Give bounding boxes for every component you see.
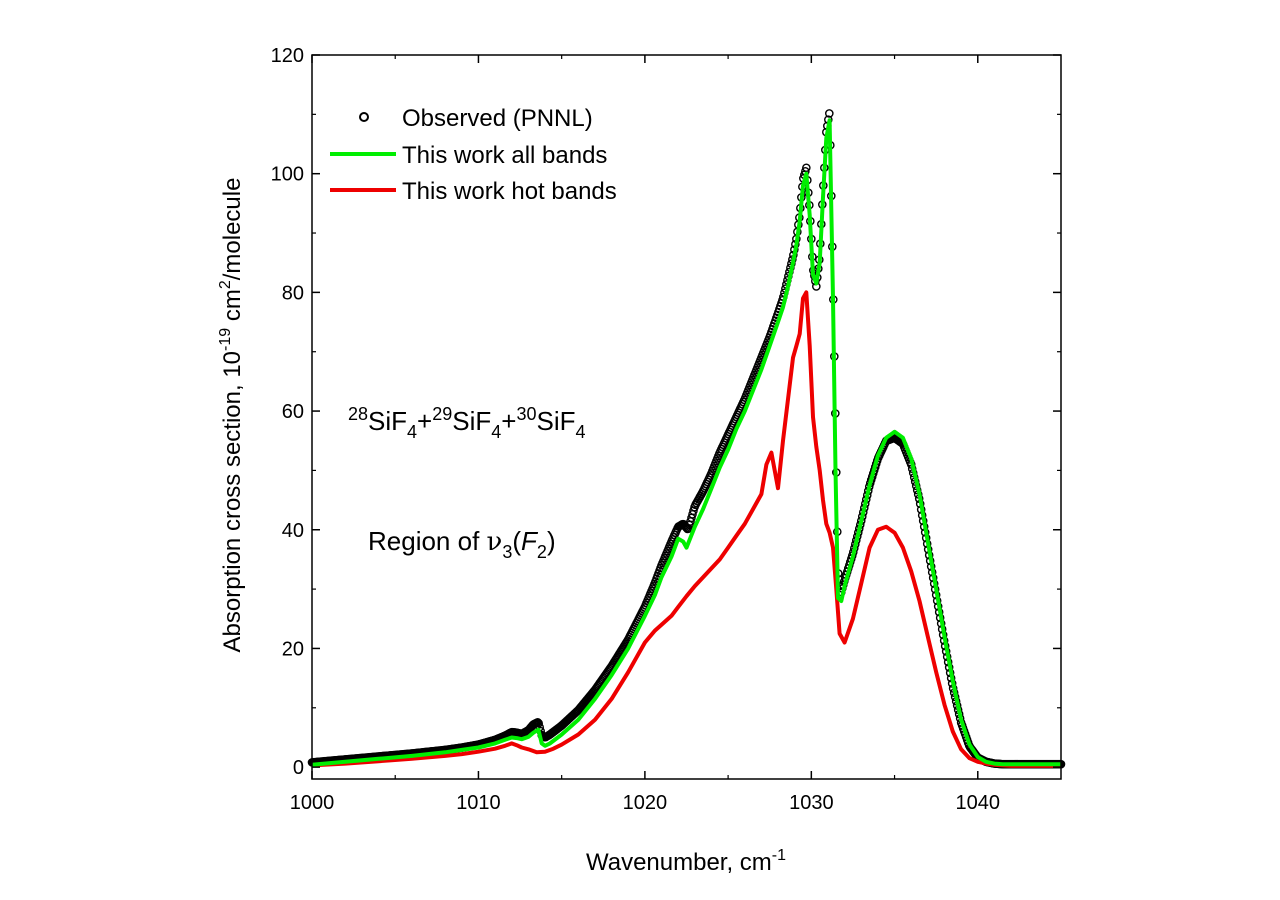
y-tick-label: 60 <box>282 401 304 423</box>
observed-point <box>533 718 542 727</box>
x-tick-label: 1010 <box>456 792 501 814</box>
y-tick-label: 120 <box>271 45 304 67</box>
x-tick-label: 1040 <box>956 792 1001 814</box>
y-tick-label: 100 <box>271 164 304 186</box>
y-axis-title: Absorption cross section, 10-19 cm2/mole… <box>217 178 246 653</box>
legend-observed-marker <box>359 112 369 122</box>
x-tick-label: 1020 <box>623 792 668 814</box>
observed-point <box>825 109 834 118</box>
series-all-bands-line <box>311 118 1061 767</box>
y-tick-label: 40 <box>282 520 304 542</box>
observed-point <box>802 163 811 173</box>
x-tick-label: 1030 <box>789 792 834 814</box>
y-tick-label: 20 <box>282 638 304 660</box>
y-tick-label: 0 <box>293 757 304 779</box>
y-tick-label: 80 <box>282 282 304 304</box>
observed-point <box>534 719 543 728</box>
legend-hot-bands-label: This work hot bands <box>402 178 617 205</box>
legend-observed-label: Observed (PNNL) <box>402 105 593 132</box>
legend: Observed (PNNL) This work all bands This… <box>330 105 617 205</box>
x-axis-title: Wavenumber, cm-1 <box>586 847 786 876</box>
legend-all-bands-label: This work all bands <box>402 142 607 169</box>
plot-area <box>307 109 1066 769</box>
axes: 1000 1010 1020 1030 1040 0 20 40 60 80 100 120 <box>271 45 1061 814</box>
x-tick-label: 1000 <box>290 792 335 814</box>
series-hot-bands-line <box>311 290 1061 768</box>
region-annotation: Region of ν3(F2) <box>368 526 556 562</box>
species-annotation: 28SiF4+29SiF4+30SiF4 <box>348 404 586 442</box>
plot-frame <box>311 54 1062 780</box>
